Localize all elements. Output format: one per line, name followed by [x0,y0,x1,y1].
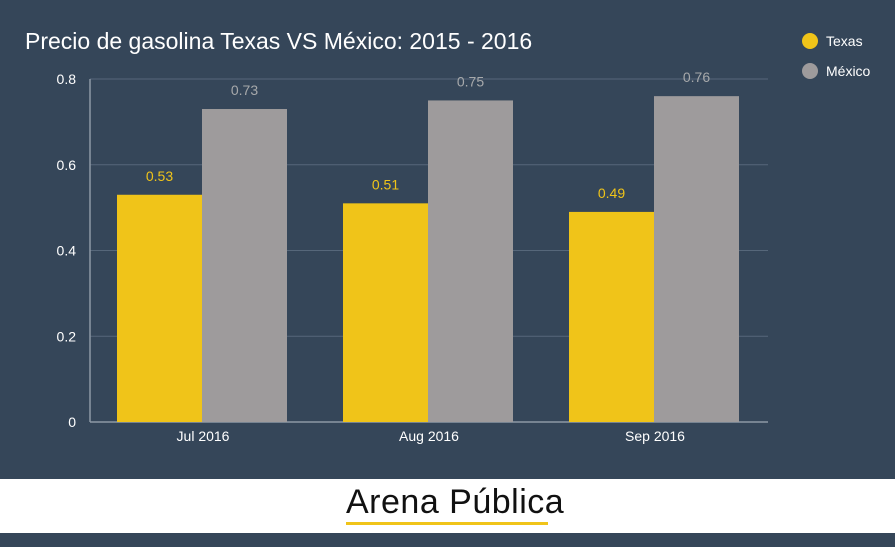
x-tick-label: Sep 2016 [625,428,685,444]
data-label: 0.49 [598,185,625,201]
data-label: 0.75 [457,73,484,89]
legend-swatch-mexico [802,63,818,79]
brand-logo-underline [346,522,548,525]
x-tick-label: Jul 2016 [177,428,230,444]
y-tick-label: 0.2 [57,328,77,344]
bar-chart: 0 0.2 0.4 0.6 0.8 0.53 0.73 Jul 2016 0.51 0.75 Aug… [57,69,768,444]
bar-mexico [202,109,287,422]
legend-swatch-texas [802,33,818,49]
data-label: 0.53 [146,168,173,184]
brand-logo: Arena Pública [346,483,565,526]
chart-title: Precio de gasolina Texas VS México: 2015… [25,28,533,54]
bar-texas [117,194,202,422]
data-label: 0.76 [683,69,710,85]
data-label: 0.73 [231,82,258,98]
bar-mexico [428,100,513,422]
y-tick-label: 0 [68,414,76,430]
legend-item-mexico[interactable]: México [802,56,870,86]
bottom-band [0,533,895,547]
bar-mexico [654,96,739,423]
bar-texas [343,203,428,422]
legend-label-mexico: México [826,63,871,79]
legend-label-texas: Texas [826,33,863,49]
legend-item-texas[interactable]: Texas [802,26,870,56]
x-tick-label: Aug 2016 [399,428,459,444]
brand-logo-text: Arena Pública [346,483,565,521]
bar-texas [569,211,654,422]
data-label: 0.51 [372,176,399,192]
y-tick-label: 0.4 [57,243,77,259]
y-tick-label: 0.6 [57,157,77,173]
legend: Texas México [802,26,870,86]
y-tick-label: 0.8 [57,71,77,87]
